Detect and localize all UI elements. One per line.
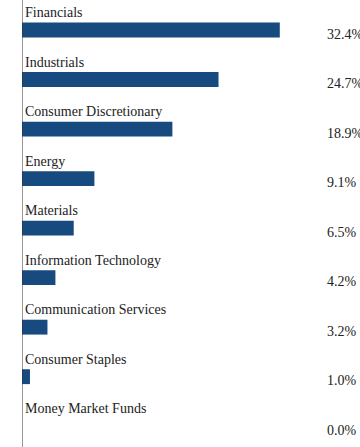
svg-text:Communication Services: Communication Services xyxy=(25,302,166,317)
svg-text:Materials: Materials xyxy=(25,203,78,218)
svg-text:Financials: Financials xyxy=(25,5,83,20)
svg-text:6.5%: 6.5% xyxy=(327,225,357,240)
svg-text:Industrials: Industrials xyxy=(25,55,84,70)
svg-text:0.0%: 0.0% xyxy=(327,423,357,438)
svg-text:Consumer Staples: Consumer Staples xyxy=(25,352,127,367)
svg-text:Information Technology: Information Technology xyxy=(25,253,161,268)
svg-text:Money Market Funds: Money Market Funds xyxy=(25,401,146,416)
svg-text:24.7%: 24.7% xyxy=(327,76,360,91)
svg-text:18.9%: 18.9% xyxy=(327,126,360,141)
svg-text:32.4%: 32.4% xyxy=(327,27,360,42)
svg-text:3.2%: 3.2% xyxy=(327,324,357,339)
svg-text:9.1%: 9.1% xyxy=(327,175,357,190)
svg-text:Energy: Energy xyxy=(25,154,65,169)
svg-text:1.0%: 1.0% xyxy=(327,373,357,388)
svg-text:4.2%: 4.2% xyxy=(327,274,357,289)
svg-text:Consumer Discretionary: Consumer Discretionary xyxy=(25,104,162,119)
